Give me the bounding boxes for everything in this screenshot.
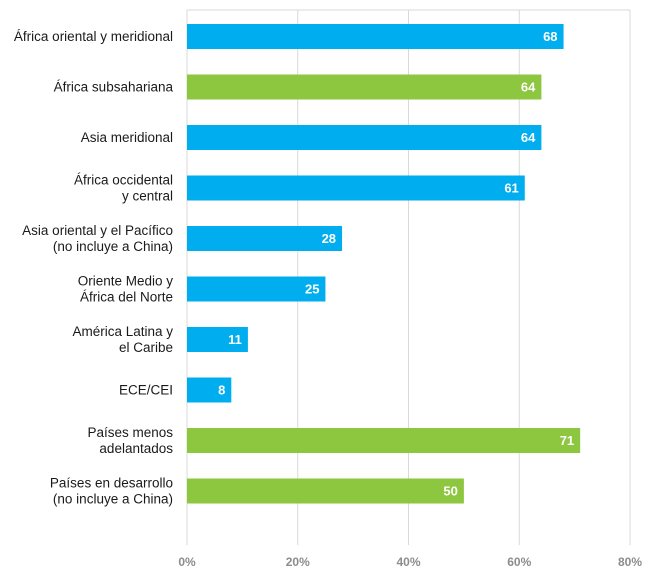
bar xyxy=(187,226,343,251)
category-label: África subsahariana xyxy=(54,80,174,95)
category-label-line: África occidental xyxy=(74,173,173,188)
category-label: Asia oriental y el Pacífico (no incluye a… xyxy=(22,223,173,254)
bar-series: 68 64 64 61 28 25 11 8 71 50 xyxy=(187,24,581,504)
bar-value-label: 64 xyxy=(521,80,536,95)
x-tick-label: 80% xyxy=(618,555,642,569)
category-label-line: Países menos xyxy=(87,425,173,440)
bar-value-label: 8 xyxy=(218,383,225,398)
x-tick-label: 40% xyxy=(396,555,420,569)
category-label-line: Oriente Medio y xyxy=(78,274,174,289)
category-label-line: África del Norte xyxy=(80,290,173,305)
bar-value-label: 11 xyxy=(228,332,242,347)
bar xyxy=(187,175,525,201)
category-label: Países en desarrollo (no incluye a China) xyxy=(50,476,173,507)
category-label-line: y central xyxy=(122,189,173,204)
category-label-line: África subsahariana xyxy=(54,80,174,95)
x-axis-tick-labels: 0% 20% 40% 60% 80% xyxy=(178,555,642,569)
bar xyxy=(187,74,542,100)
bar xyxy=(187,327,248,352)
x-tick-label: 20% xyxy=(286,555,310,569)
category-labels: África oriental y meridional África subsa… xyxy=(14,29,174,507)
bar-value-label: 61 xyxy=(504,181,518,196)
category-label: Países menos adelantados xyxy=(87,425,173,456)
bar xyxy=(187,478,464,504)
category-label-line: (no incluye a China) xyxy=(53,492,173,507)
category-label: África occidental y central xyxy=(74,173,173,204)
category-label-line: Asia meridional xyxy=(81,130,173,145)
bar-value-label: 50 xyxy=(443,484,457,499)
category-label-line: el Caribe xyxy=(119,340,173,355)
category-label: Oriente Medio y África del Norte xyxy=(78,274,174,305)
bar xyxy=(187,377,232,403)
category-label: África oriental y meridional xyxy=(14,29,173,44)
category-label-line: África oriental y meridional xyxy=(14,29,173,44)
bar xyxy=(187,276,326,302)
category-label-line: (no incluye a China) xyxy=(53,239,173,254)
x-tick-label: 60% xyxy=(507,555,531,569)
bar-value-label: 25 xyxy=(305,282,319,297)
bar-value-label: 28 xyxy=(322,231,336,246)
bar-value-label: 68 xyxy=(543,29,557,44)
x-tick-label: 0% xyxy=(178,555,196,569)
category-label: Asia meridional xyxy=(81,130,173,145)
bar-value-label: 64 xyxy=(521,130,536,145)
category-label: ECE/CEI xyxy=(119,383,173,398)
category-label-line: ECE/CEI xyxy=(119,383,173,398)
category-label-line: Países en desarrollo xyxy=(50,476,173,491)
category-label-line: América Latina y xyxy=(72,324,173,339)
bar-value-label: 71 xyxy=(560,433,574,448)
bar xyxy=(187,24,564,49)
category-label-line: adelantados xyxy=(99,441,173,456)
bar xyxy=(187,125,542,150)
category-label-line: Asia oriental y el Pacífico xyxy=(22,223,173,238)
category-label: América Latina y el Caribe xyxy=(72,324,173,355)
bar xyxy=(187,428,581,453)
